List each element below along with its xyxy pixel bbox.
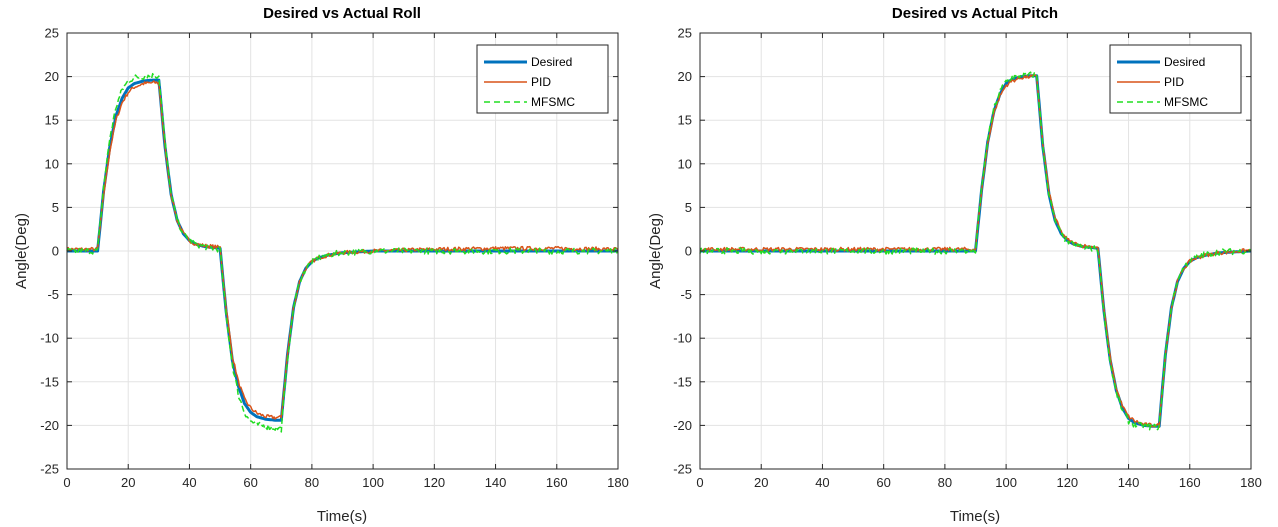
x-tick-label: 40 <box>182 475 196 490</box>
legend-label-mfsmc: MFSMC <box>1164 95 1208 109</box>
y-tick-label: -10 <box>40 331 59 346</box>
chart-title: Desired vs Actual Roll <box>263 5 421 22</box>
y-tick-label: 25 <box>678 26 692 41</box>
y-tick-label: -15 <box>40 374 59 389</box>
series-layer <box>699 71 1252 431</box>
y-axis-label: Angle(Deg) <box>647 213 664 289</box>
y-tick-label: 15 <box>678 113 692 128</box>
x-tick-label: 120 <box>423 475 445 490</box>
y-tick-label: -5 <box>47 287 59 302</box>
y-tick-label: 5 <box>685 200 692 215</box>
legend-label-mfsmc: MFSMC <box>531 95 575 109</box>
legend-label-desired: Desired <box>1164 55 1205 69</box>
y-axis-label: Angle(Deg) <box>13 213 30 289</box>
y-tick-label: 25 <box>45 26 59 41</box>
y-tick-label: -25 <box>40 462 59 477</box>
legend-label-pid: PID <box>531 75 551 89</box>
legend: Desired PID MFSMC <box>1109 44 1242 114</box>
legend-label-desired: Desired <box>531 55 572 69</box>
x-tick-label: 60 <box>243 475 257 490</box>
x-axis-label: Time(s) <box>950 508 1000 525</box>
x-tick-label: 100 <box>362 475 384 490</box>
y-tick-label: 10 <box>678 156 692 171</box>
x-tick-label: 160 <box>1179 475 1201 490</box>
x-tick-label: 160 <box>546 475 568 490</box>
y-tick-label: 0 <box>685 244 692 259</box>
series-line-mfsmc <box>699 71 1252 431</box>
y-tick-label: -20 <box>673 418 692 433</box>
x-tick-label: 140 <box>485 475 507 490</box>
chart-title: Desired vs Actual Pitch <box>892 5 1058 22</box>
x-tick-label: 140 <box>1118 475 1140 490</box>
x-tick-label: 0 <box>696 475 703 490</box>
y-tick-label: -15 <box>673 374 692 389</box>
x-tick-label: 40 <box>815 475 829 490</box>
y-tick-label: 20 <box>678 69 692 84</box>
y-tick-label: 10 <box>45 156 59 171</box>
x-tick-label: 100 <box>995 475 1017 490</box>
x-tick-label: 60 <box>876 475 890 490</box>
pitch-chart: Desired vs Actual Pitch 0 20 40 60 80 100 120 1… <box>647 5 1262 525</box>
x-tick-label: 0 <box>63 475 70 490</box>
legend-label-pid: PID <box>1164 75 1184 89</box>
x-tick-label: 20 <box>754 475 768 490</box>
y-tick-label: 5 <box>52 200 59 215</box>
series-line-mfsmc <box>66 72 619 433</box>
x-tick-label: 180 <box>607 475 629 490</box>
x-tick-label: 80 <box>305 475 319 490</box>
roll-chart: Desired vs Actual Roll 0 20 40 60 80 100 120 14… <box>13 5 629 525</box>
tick-labels: 0 20 40 60 80 100 120 140 160 180 -25 -20 -15 -10 -5 0 5… <box>40 26 629 491</box>
y-tick-label: 0 <box>52 244 59 259</box>
y-tick-label: -25 <box>673 462 692 477</box>
y-tick-label: 20 <box>45 69 59 84</box>
y-tick-label: 15 <box>45 113 59 128</box>
legend: Desired PID MFSMC <box>476 44 609 114</box>
series-line-pid <box>66 80 619 420</box>
x-tick-label: 80 <box>938 475 952 490</box>
x-tick-label: 120 <box>1056 475 1078 490</box>
x-tick-label: 180 <box>1240 475 1262 490</box>
x-axis-label: Time(s) <box>317 508 367 525</box>
y-tick-label: -20 <box>40 418 59 433</box>
series-layer <box>66 72 619 433</box>
x-tick-label: 20 <box>121 475 135 490</box>
y-tick-label: -10 <box>673 331 692 346</box>
y-tick-label: -5 <box>680 287 692 302</box>
tick-labels: 0 20 40 60 80 100 120 140 160 180 -25 -20 -15 -10 -5 0 5… <box>673 26 1262 491</box>
